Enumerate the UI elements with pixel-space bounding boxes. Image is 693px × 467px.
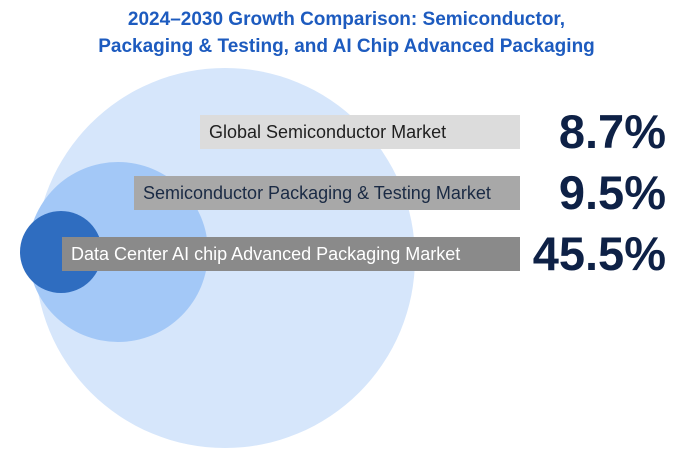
- label-bar-packaging-testing: Semiconductor Packaging & Testing Market: [134, 176, 520, 210]
- series-label: Data Center AI chip Advanced Packaging M…: [71, 243, 461, 264]
- chart-title-line-1: 2024–2030 Growth Comparison: Semiconduct…: [127, 9, 566, 30]
- chart-title-line-2: Packaging & Testing, and AI Chip Advance…: [98, 36, 595, 57]
- label-bar-ai-advanced-packaging: Data Center AI chip Advanced Packaging M…: [62, 237, 520, 271]
- series-label: Global Semiconductor Market: [209, 121, 447, 142]
- chart-title: 2024–2030 Growth Comparison: Semiconduct…: [0, 6, 693, 60]
- value-ai-advanced-packaging: 45.5%: [532, 227, 666, 280]
- bubble-ai-advanced-packaging: [20, 211, 102, 293]
- label-bar-global-semiconductor: Global Semiconductor Market: [200, 115, 520, 149]
- value-packaging-testing: 9.5%: [558, 166, 666, 219]
- series-label: Semiconductor Packaging & Testing Market: [143, 182, 491, 203]
- value-global-semiconductor: 8.7%: [558, 105, 666, 158]
